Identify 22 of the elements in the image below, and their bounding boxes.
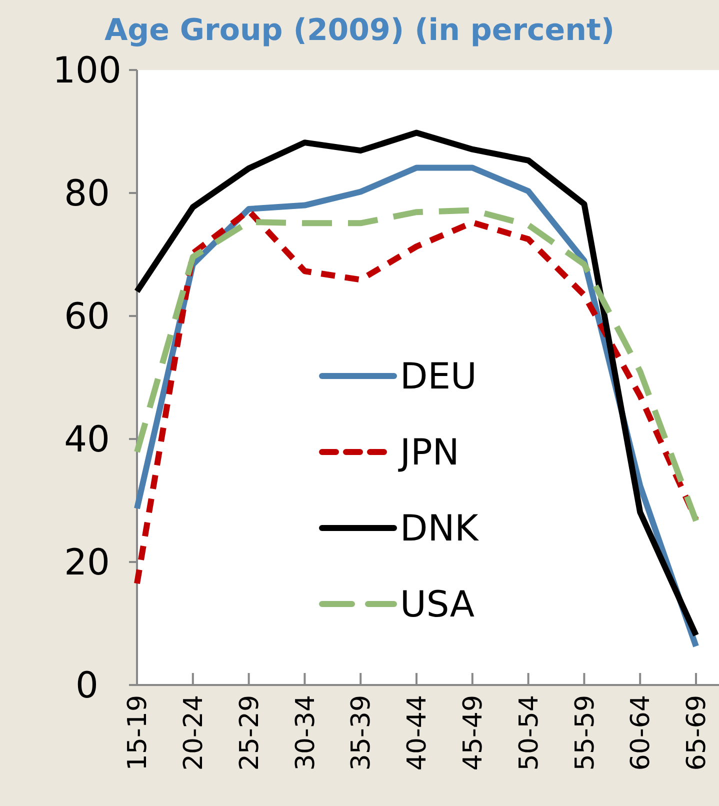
- y-tick-label: 20: [64, 542, 110, 584]
- legend-label: JPN: [398, 432, 460, 474]
- y-tick-label: 60: [64, 296, 110, 338]
- y-tick-label: 0: [76, 666, 98, 707]
- x-tick-label: 40-44: [402, 695, 433, 771]
- x-tick-label: 25-29: [234, 695, 265, 771]
- x-tick-label: 55-59: [570, 695, 600, 771]
- y-tick-label: 80: [64, 174, 110, 215]
- x-tick-label: 65-69: [682, 695, 712, 771]
- x-tick-label: 20-24: [179, 695, 209, 771]
- legend-label: DEU: [400, 356, 477, 398]
- x-tick-label: 15-19: [123, 695, 154, 771]
- y-tick-label: 40: [64, 420, 110, 461]
- x-tick-label: 35-39: [346, 695, 377, 771]
- legend-label: DNK: [400, 508, 480, 550]
- y-tick-label: 100: [52, 50, 122, 92]
- chart-title: Age Group (2009) (in percent): [104, 13, 615, 48]
- x-tick-label: 60-64: [626, 695, 656, 771]
- legend-label: USA: [400, 584, 475, 626]
- x-tick-label: 50-54: [514, 695, 544, 771]
- x-tick-label: 45-49: [458, 695, 488, 771]
- x-tick-label: 30-34: [290, 695, 321, 771]
